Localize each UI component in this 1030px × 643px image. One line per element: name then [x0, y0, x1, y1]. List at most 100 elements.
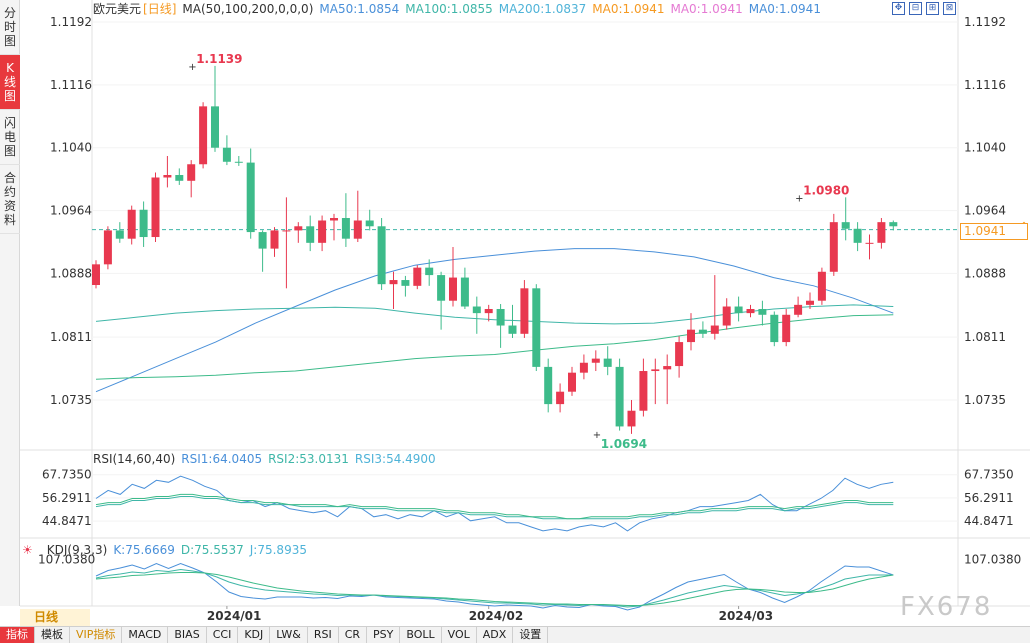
indicator-tab-bar: 指标 模板 VIP指标 MACD BIAS CCI KDJ LW& RSI CR PSY BOLL VO… [0, 626, 1030, 643]
candle-body [865, 242, 874, 244]
rsi-legend: RSI(14,60,40) RSI1:64.0405 RSI2:53.0131 RSI… [93, 452, 442, 466]
extreme-marker-icon: + [795, 193, 803, 204]
candle-body [663, 366, 672, 370]
candle-body [889, 222, 898, 227]
kdj-params: KDJ(9,3,3) [46, 543, 108, 557]
candle-body [103, 230, 112, 265]
candle-body [377, 226, 386, 285]
tab-item-14[interactable]: 设置 [513, 627, 549, 643]
rsi-tick-right: 56.2911 [964, 491, 1014, 505]
rsi3-value: RSI3:54.4900 [354, 452, 436, 466]
candle-body [187, 164, 196, 181]
price-tick-left: 1.1192 [50, 15, 92, 29]
tab-vol[interactable]: VOL [442, 627, 477, 643]
candle-body [92, 264, 100, 286]
rsi-tick-right: 44.8471 [964, 514, 1014, 528]
current-price-tag: 1.0941 [960, 223, 1028, 240]
candle-body [294, 226, 303, 231]
candle-body [734, 306, 743, 314]
candle-body [199, 106, 208, 165]
ma200-line [95, 314, 894, 380]
kdj-d-line [95, 572, 894, 606]
candle-body [246, 162, 255, 233]
candle-body [579, 362, 588, 373]
tab-adx[interactable]: ADX [477, 627, 514, 643]
candle-body [175, 175, 184, 181]
kdj-d-value: D:75.5537 [180, 543, 244, 557]
price-tick-left: 1.1116 [50, 78, 92, 92]
tab-boll[interactable]: BOLL [400, 627, 442, 643]
tab-macd[interactable]: MACD [122, 627, 169, 643]
tab-lw[interactable]: LW& [270, 627, 308, 643]
price-tick-right: 1.1040 [964, 141, 1006, 155]
candle-body [770, 314, 779, 343]
rsi-params: RSI(14,60,40) [93, 452, 176, 466]
candle-body [151, 177, 160, 238]
kdj-tick-right: 107.0380 [964, 552, 1021, 566]
kdj-k-value: K:75.6669 [113, 543, 175, 557]
candle-body [211, 106, 219, 148]
tab-item-0[interactable]: 指标 [0, 627, 35, 643]
chart-toolbox: ✥ ⊟ ⊞ ⊠ [892, 2, 956, 15]
kdj-legend: ☀ KDJ(9,3,3) K:75.6669 D:75.5537 J:75.8935 [22, 543, 313, 557]
candle-body [556, 391, 565, 405]
fullscreen-icon[interactable]: ⊠ [943, 2, 956, 15]
candle-body [234, 161, 243, 163]
tab-item-1[interactable]: 模板 [35, 627, 70, 643]
candle-body [425, 267, 434, 276]
kdj-settings-icon[interactable]: ☀ [22, 543, 33, 557]
rsi-tick-left: 44.8471 [42, 514, 92, 528]
candle-body [353, 220, 362, 239]
sidebar-item-kline[interactable]: K线图 [0, 55, 20, 110]
tab-rsi[interactable]: RSI [308, 627, 339, 643]
candle-body [163, 175, 172, 178]
price-tick-left: 1.0735 [50, 393, 92, 407]
sidebar-item-timeshare[interactable]: 分时图 [0, 0, 20, 55]
tab-kdj[interactable]: KDJ [238, 627, 271, 643]
tab-cci[interactable]: CCI [207, 627, 239, 643]
tab-cr[interactable]: CR [339, 627, 368, 643]
price-tick-left: 1.0811 [50, 330, 92, 344]
candle-body [806, 300, 814, 305]
ma50-value: MA50:1.0854 [319, 2, 400, 16]
symbol-name: 欧元美元 [93, 2, 142, 16]
ma0-value-a: MA0:1.0941 [592, 2, 665, 16]
period-button[interactable]: 日线 [20, 609, 90, 626]
date-label: 2024/02 [469, 609, 523, 623]
high-annotation: 1.1139 [196, 52, 242, 66]
candle-body [603, 358, 612, 367]
kdj-tick-left: 107.0380 [38, 552, 95, 566]
tab-bias[interactable]: BIAS [168, 627, 207, 643]
candle-body [829, 222, 838, 272]
rsi1-value: RSI1:64.0405 [181, 452, 263, 466]
ma200-value: MA200:1.0837 [498, 2, 587, 16]
price-tick-right: 1.0888 [964, 266, 1006, 280]
candle-body [639, 371, 648, 411]
candle-body [675, 342, 684, 367]
zoom-in-icon[interactable]: ⊞ [926, 2, 939, 15]
price-tick-right: 1.0811 [964, 330, 1006, 344]
candle-body [139, 209, 148, 238]
date-label: 2024/03 [719, 609, 773, 623]
zoom-out-icon[interactable]: ⊟ [909, 2, 922, 15]
ma-params: MA(50,100,200,0,0,0) [182, 2, 314, 16]
candle-body [437, 275, 446, 301]
candle-body [222, 147, 231, 162]
candle-body [568, 372, 576, 392]
candle-body [472, 306, 481, 314]
tab-vip[interactable]: VIP指标 [70, 627, 123, 643]
candle-body [877, 222, 886, 243]
date-label: 2024/01 [207, 609, 261, 623]
ma100-value: MA100:1.0855 [405, 2, 493, 16]
candle-body [698, 329, 707, 334]
sidebar-item-flash[interactable]: 闪电图 [0, 110, 20, 165]
price-tick-left: 1.0964 [50, 204, 92, 218]
candle-body [508, 325, 517, 334]
tab-psy[interactable]: PSY [367, 627, 401, 643]
crosshair-icon[interactable]: ✥ [892, 2, 905, 15]
rsi-tick-right: 67.7350 [964, 468, 1014, 482]
candle-body [306, 226, 315, 243]
sidebar-item-contract-info[interactable]: 合约资料 [0, 165, 20, 234]
candle-body [365, 220, 374, 227]
